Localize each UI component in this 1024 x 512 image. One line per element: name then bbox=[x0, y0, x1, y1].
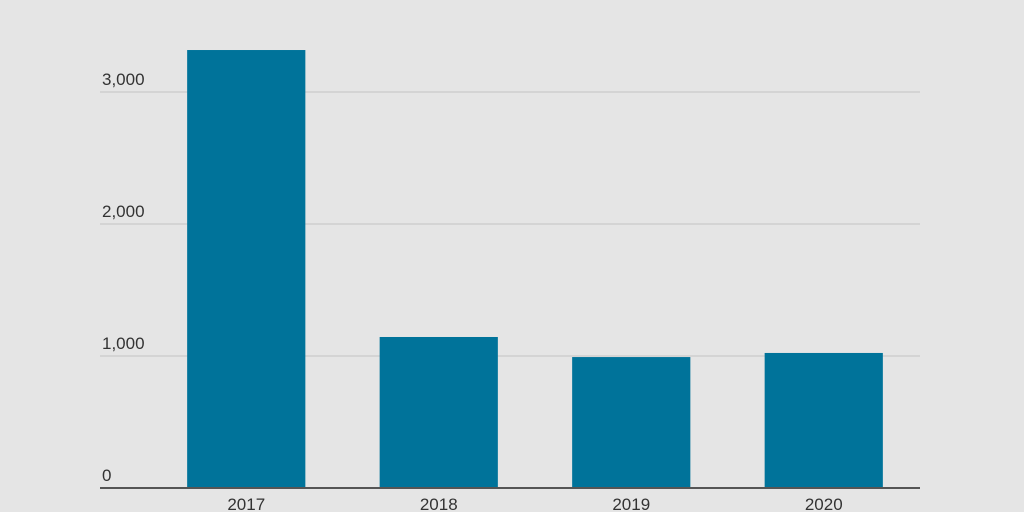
y-tick-label: 0 bbox=[102, 466, 111, 485]
x-tick-label: 2019 bbox=[612, 495, 650, 512]
bar bbox=[187, 50, 306, 489]
y-tick-label: 1,000 bbox=[102, 334, 145, 353]
x-tick-label: 2017 bbox=[227, 495, 265, 512]
y-tick-label: 3,000 bbox=[102, 70, 145, 89]
bar bbox=[764, 352, 883, 488]
y-tick-label: 2,000 bbox=[102, 202, 145, 221]
x-tick-label: 2020 bbox=[805, 495, 843, 512]
bar bbox=[379, 336, 498, 488]
bar bbox=[572, 357, 691, 488]
x-tick-label: 2018 bbox=[420, 495, 458, 512]
